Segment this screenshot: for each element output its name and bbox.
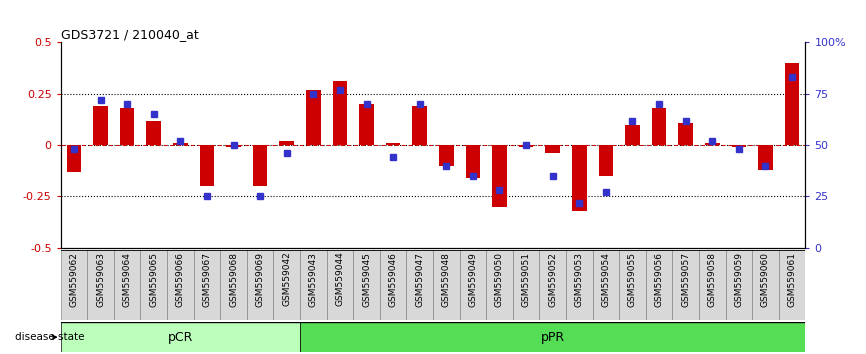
Bar <box>466 145 481 178</box>
Text: GSM559064: GSM559064 <box>123 252 132 307</box>
Bar <box>439 145 454 166</box>
Text: GSM559069: GSM559069 <box>255 252 265 307</box>
Bar <box>492 145 507 207</box>
Bar <box>300 250 326 320</box>
Bar <box>678 122 693 145</box>
Text: GSM559049: GSM559049 <box>469 252 477 307</box>
Bar <box>300 322 805 352</box>
Text: GSM559055: GSM559055 <box>628 252 637 307</box>
Bar <box>385 143 400 145</box>
Text: GSM559058: GSM559058 <box>708 252 717 307</box>
Bar <box>167 250 194 320</box>
Bar <box>758 145 772 170</box>
Text: GSM559047: GSM559047 <box>415 252 424 307</box>
Bar <box>353 250 380 320</box>
Bar <box>113 250 140 320</box>
Bar <box>247 250 274 320</box>
Text: GSM559045: GSM559045 <box>362 252 371 307</box>
Bar <box>61 250 87 320</box>
Bar <box>146 120 161 145</box>
Bar <box>173 143 188 145</box>
Text: GSM559043: GSM559043 <box>309 252 318 307</box>
Bar <box>87 250 113 320</box>
Text: GSM559066: GSM559066 <box>176 252 184 307</box>
Bar <box>120 108 134 145</box>
Text: GSM559065: GSM559065 <box>149 252 158 307</box>
Bar <box>67 145 81 172</box>
Bar <box>274 250 300 320</box>
Bar <box>253 145 268 186</box>
Bar <box>220 250 247 320</box>
Bar <box>194 250 220 320</box>
Text: GSM559052: GSM559052 <box>548 252 557 307</box>
Text: GSM559044: GSM559044 <box>335 252 345 307</box>
Bar <box>326 250 353 320</box>
Bar <box>672 250 699 320</box>
Bar <box>140 250 167 320</box>
Text: GSM559059: GSM559059 <box>734 252 743 307</box>
Bar <box>540 250 566 320</box>
Text: GSM559062: GSM559062 <box>69 252 79 307</box>
Bar <box>380 250 406 320</box>
Bar <box>785 63 799 145</box>
Text: GSM559068: GSM559068 <box>229 252 238 307</box>
Bar <box>652 108 667 145</box>
Bar <box>61 322 300 352</box>
Text: GSM559057: GSM559057 <box>682 252 690 307</box>
Bar <box>625 125 640 145</box>
Bar <box>646 250 672 320</box>
Text: GSM559042: GSM559042 <box>282 252 291 307</box>
Bar <box>598 145 613 176</box>
Bar <box>412 106 427 145</box>
Text: GSM559063: GSM559063 <box>96 252 105 307</box>
Text: pCR: pCR <box>168 331 193 344</box>
Bar <box>732 145 746 147</box>
Text: GDS3721 / 210040_at: GDS3721 / 210040_at <box>61 28 198 41</box>
Text: GSM559051: GSM559051 <box>521 252 531 307</box>
Text: GSM559067: GSM559067 <box>203 252 211 307</box>
Text: GSM559048: GSM559048 <box>442 252 451 307</box>
Bar <box>359 104 374 145</box>
Bar <box>199 145 214 186</box>
Text: GSM559046: GSM559046 <box>389 252 397 307</box>
Bar <box>513 250 540 320</box>
Bar <box>406 250 433 320</box>
Text: GSM559053: GSM559053 <box>575 252 584 307</box>
Bar <box>486 250 513 320</box>
Bar <box>433 250 460 320</box>
Text: pPR: pPR <box>540 331 565 344</box>
Bar <box>779 250 805 320</box>
Text: disease state: disease state <box>16 332 85 342</box>
Bar <box>546 145 560 153</box>
Bar <box>705 143 720 145</box>
Bar <box>226 145 241 147</box>
Bar <box>726 250 753 320</box>
Bar <box>94 106 108 145</box>
Bar <box>753 250 779 320</box>
Bar <box>619 250 646 320</box>
Bar <box>333 81 347 145</box>
Bar <box>280 141 294 145</box>
Bar <box>572 145 586 211</box>
Text: GSM559054: GSM559054 <box>601 252 611 307</box>
Text: GSM559056: GSM559056 <box>655 252 663 307</box>
Text: GSM559060: GSM559060 <box>761 252 770 307</box>
Bar <box>699 250 726 320</box>
Bar <box>566 250 592 320</box>
Bar <box>306 90 320 145</box>
Bar <box>519 145 533 147</box>
Text: GSM559050: GSM559050 <box>495 252 504 307</box>
Bar <box>460 250 486 320</box>
Bar <box>592 250 619 320</box>
Text: GSM559061: GSM559061 <box>787 252 797 307</box>
